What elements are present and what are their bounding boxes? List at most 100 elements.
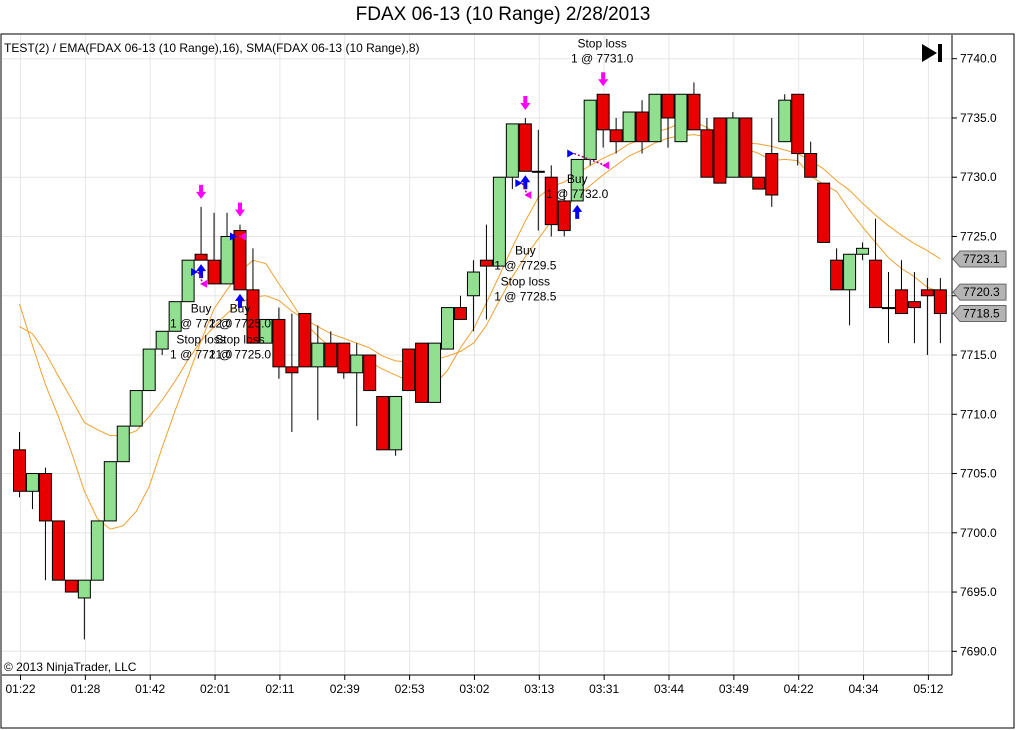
candle-body: [298, 313, 312, 368]
x-tick-label: 02:53: [395, 682, 425, 696]
candle: [596, 93, 610, 148]
x-tick-label: 01:42: [135, 682, 165, 696]
candle: [90, 520, 104, 581]
exit-triangle: [200, 279, 208, 288]
candle-body: [583, 99, 597, 160]
y-tick-label: 7715.0: [960, 348, 997, 362]
entry-label: Buy: [515, 243, 536, 257]
ema-line: [19, 134, 941, 437]
candle-body: [64, 579, 78, 593]
candle: [168, 301, 182, 332]
candle-body: [246, 289, 260, 344]
candle: [661, 93, 675, 148]
buy-arrow: [572, 204, 583, 219]
candle-body: [90, 520, 104, 581]
price-marker-label: 7720.3: [963, 285, 1000, 299]
candle-body: [778, 99, 792, 143]
candle-body: [194, 253, 208, 261]
x-tick-label: 04:22: [784, 682, 814, 696]
chart-title: FDAX 06-13 (10 Range) 2/28/2013: [355, 4, 651, 25]
exit-detail: 1 @ 7721.0: [170, 347, 233, 361]
candle-body: [622, 111, 636, 143]
candle-body: [220, 235, 234, 285]
x-tick-label: 05:12: [913, 682, 943, 696]
candlesticks[interactable]: [13, 82, 947, 640]
candle: [531, 129, 545, 231]
candle-body: [155, 330, 169, 350]
candle-body: [350, 354, 364, 374]
candle-body: [259, 318, 273, 344]
candle-body: [207, 259, 221, 285]
candle-body: [791, 93, 805, 155]
x-tick-label: 01:22: [5, 682, 35, 696]
candle-body: [116, 425, 130, 463]
x-tick-label: 02:11: [265, 682, 294, 696]
chart-frame: [0, 33, 1015, 729]
candle-body: [25, 473, 39, 492]
candle-body: [856, 247, 870, 255]
y-tick-label: 7700.0: [960, 526, 997, 540]
candle: [259, 318, 273, 344]
candle-body: [77, 579, 91, 599]
candle: [13, 432, 26, 498]
exit-label: Stop loss: [501, 274, 550, 288]
stop-arrow: [598, 72, 609, 87]
candle-body: [531, 170, 545, 173]
candle: [804, 141, 818, 178]
candle: [648, 93, 662, 143]
x-tick-label: 02:39: [330, 682, 360, 696]
candle-body: [38, 473, 52, 522]
candle-body: [285, 366, 299, 374]
candle: [181, 259, 195, 303]
candle: [77, 579, 91, 640]
candle-body: [441, 307, 455, 350]
candle: [129, 390, 143, 427]
candle-body: [324, 342, 338, 368]
y-tick-label: 7690.0: [960, 644, 997, 658]
candle-body: [505, 123, 519, 178]
candle-body: [129, 390, 143, 427]
candle: [233, 224, 247, 291]
candle: [544, 165, 558, 237]
candle-body: [881, 307, 895, 310]
x-tick-label: 01:28: [70, 682, 100, 696]
candle-body: [557, 200, 571, 232]
exit-label: Stop loss: [577, 37, 626, 51]
candle: [713, 117, 727, 184]
indicator-label: TEST(2) / EMA(FDAX 06-13 (10 Range),16),…: [4, 41, 419, 55]
candle: [415, 342, 429, 403]
buy-arrow: [520, 175, 531, 190]
candle: [207, 212, 221, 285]
candle: [324, 331, 338, 368]
candle: [557, 189, 571, 237]
entry-triangle: [229, 232, 237, 241]
candle-body: [311, 342, 325, 368]
candle-body: [907, 301, 921, 309]
trade-line: [573, 152, 606, 167]
candle-body: [933, 289, 947, 315]
y-tick-label: 7730.0: [960, 170, 997, 184]
x-tick-label: 03:31: [589, 682, 619, 696]
candle: [920, 277, 934, 355]
price-marker-box: [952, 250, 1007, 268]
price-marker: 7723.1: [952, 250, 1007, 268]
candle-body: [402, 348, 416, 392]
exit-detail: 1 @ 7728.5: [494, 289, 557, 303]
y-tick-label: 7710.0: [960, 407, 997, 421]
candle-body: [726, 117, 740, 178]
candle: [817, 182, 831, 243]
candle: [389, 395, 403, 456]
skip-to-end-icon[interactable]: [922, 44, 942, 62]
candle: [220, 212, 234, 285]
candle: [246, 248, 260, 344]
candle-body: [103, 461, 117, 522]
skip-to-end-arrow: [922, 44, 937, 62]
price-marker-box: [952, 305, 1007, 323]
candle: [518, 117, 532, 172]
candle-body: [337, 342, 351, 374]
candle: [622, 111, 636, 143]
candle: [752, 176, 766, 190]
